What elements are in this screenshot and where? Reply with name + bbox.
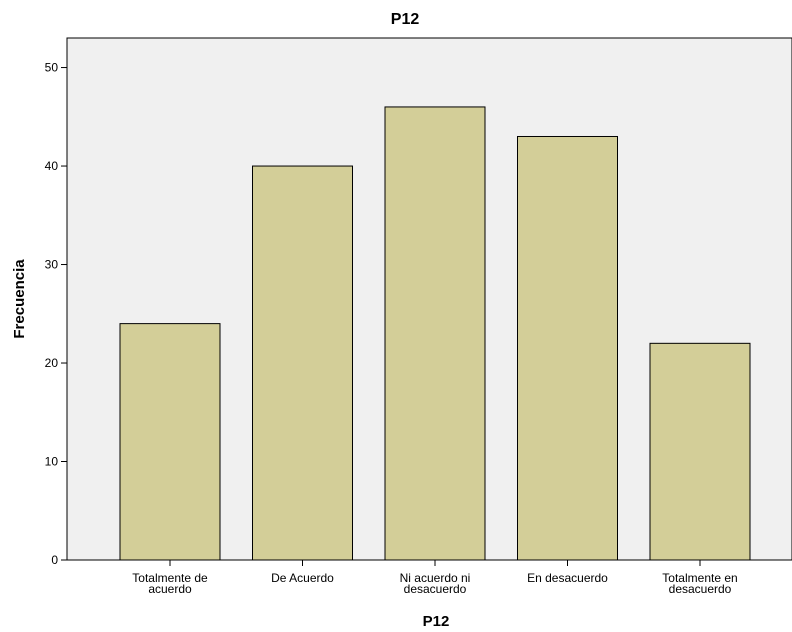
y-tick-label: 50 [45,61,59,75]
x-axis-title: P12 [423,613,450,630]
x-tick-label-line: desacuerdo [669,582,732,596]
x-tick-label-line: En desacuerdo [527,571,608,585]
y-tick-label: 10 [45,455,59,469]
bar [119,323,221,561]
x-tick-label-line: desacuerdo [404,582,467,596]
y-tick-label: 40 [45,159,59,173]
y-axis-title: Frecuencia [11,259,28,339]
x-tick-label-line: De Acuerdo [271,571,334,585]
x-tick-label-line: Totalmente de [132,571,208,585]
x-tick-label: Ni acuerdo ni desacuerdo [400,571,471,596]
y-axis-ticks: 0 10 20 30 40 50 [45,61,67,567]
y-tick-label: 30 [45,258,59,272]
x-tick-label: Totalmente en desacuerdo [662,571,737,596]
x-tick-label: De Acuerdo [271,571,334,585]
x-tick-label: Totalmente de acuerdo [132,571,208,596]
bar [517,135,618,561]
chart-title: P12 [391,11,420,28]
y-tick-label: 0 [51,553,58,567]
x-tick-label: En desacuerdo [527,571,608,585]
x-axis-tick-labels: Totalmente de acuerdo De Acuerdo Ni acuerdo… [132,560,738,596]
x-tick-label-line: Ni acuerdo ni [400,571,471,585]
x-tick-label-line: Totalmente en [662,571,737,585]
bar [384,106,486,561]
bar [252,165,353,561]
y-tick-label: 20 [45,356,59,370]
bar [649,342,751,561]
x-tick-label-line: acuerdo [148,582,192,596]
